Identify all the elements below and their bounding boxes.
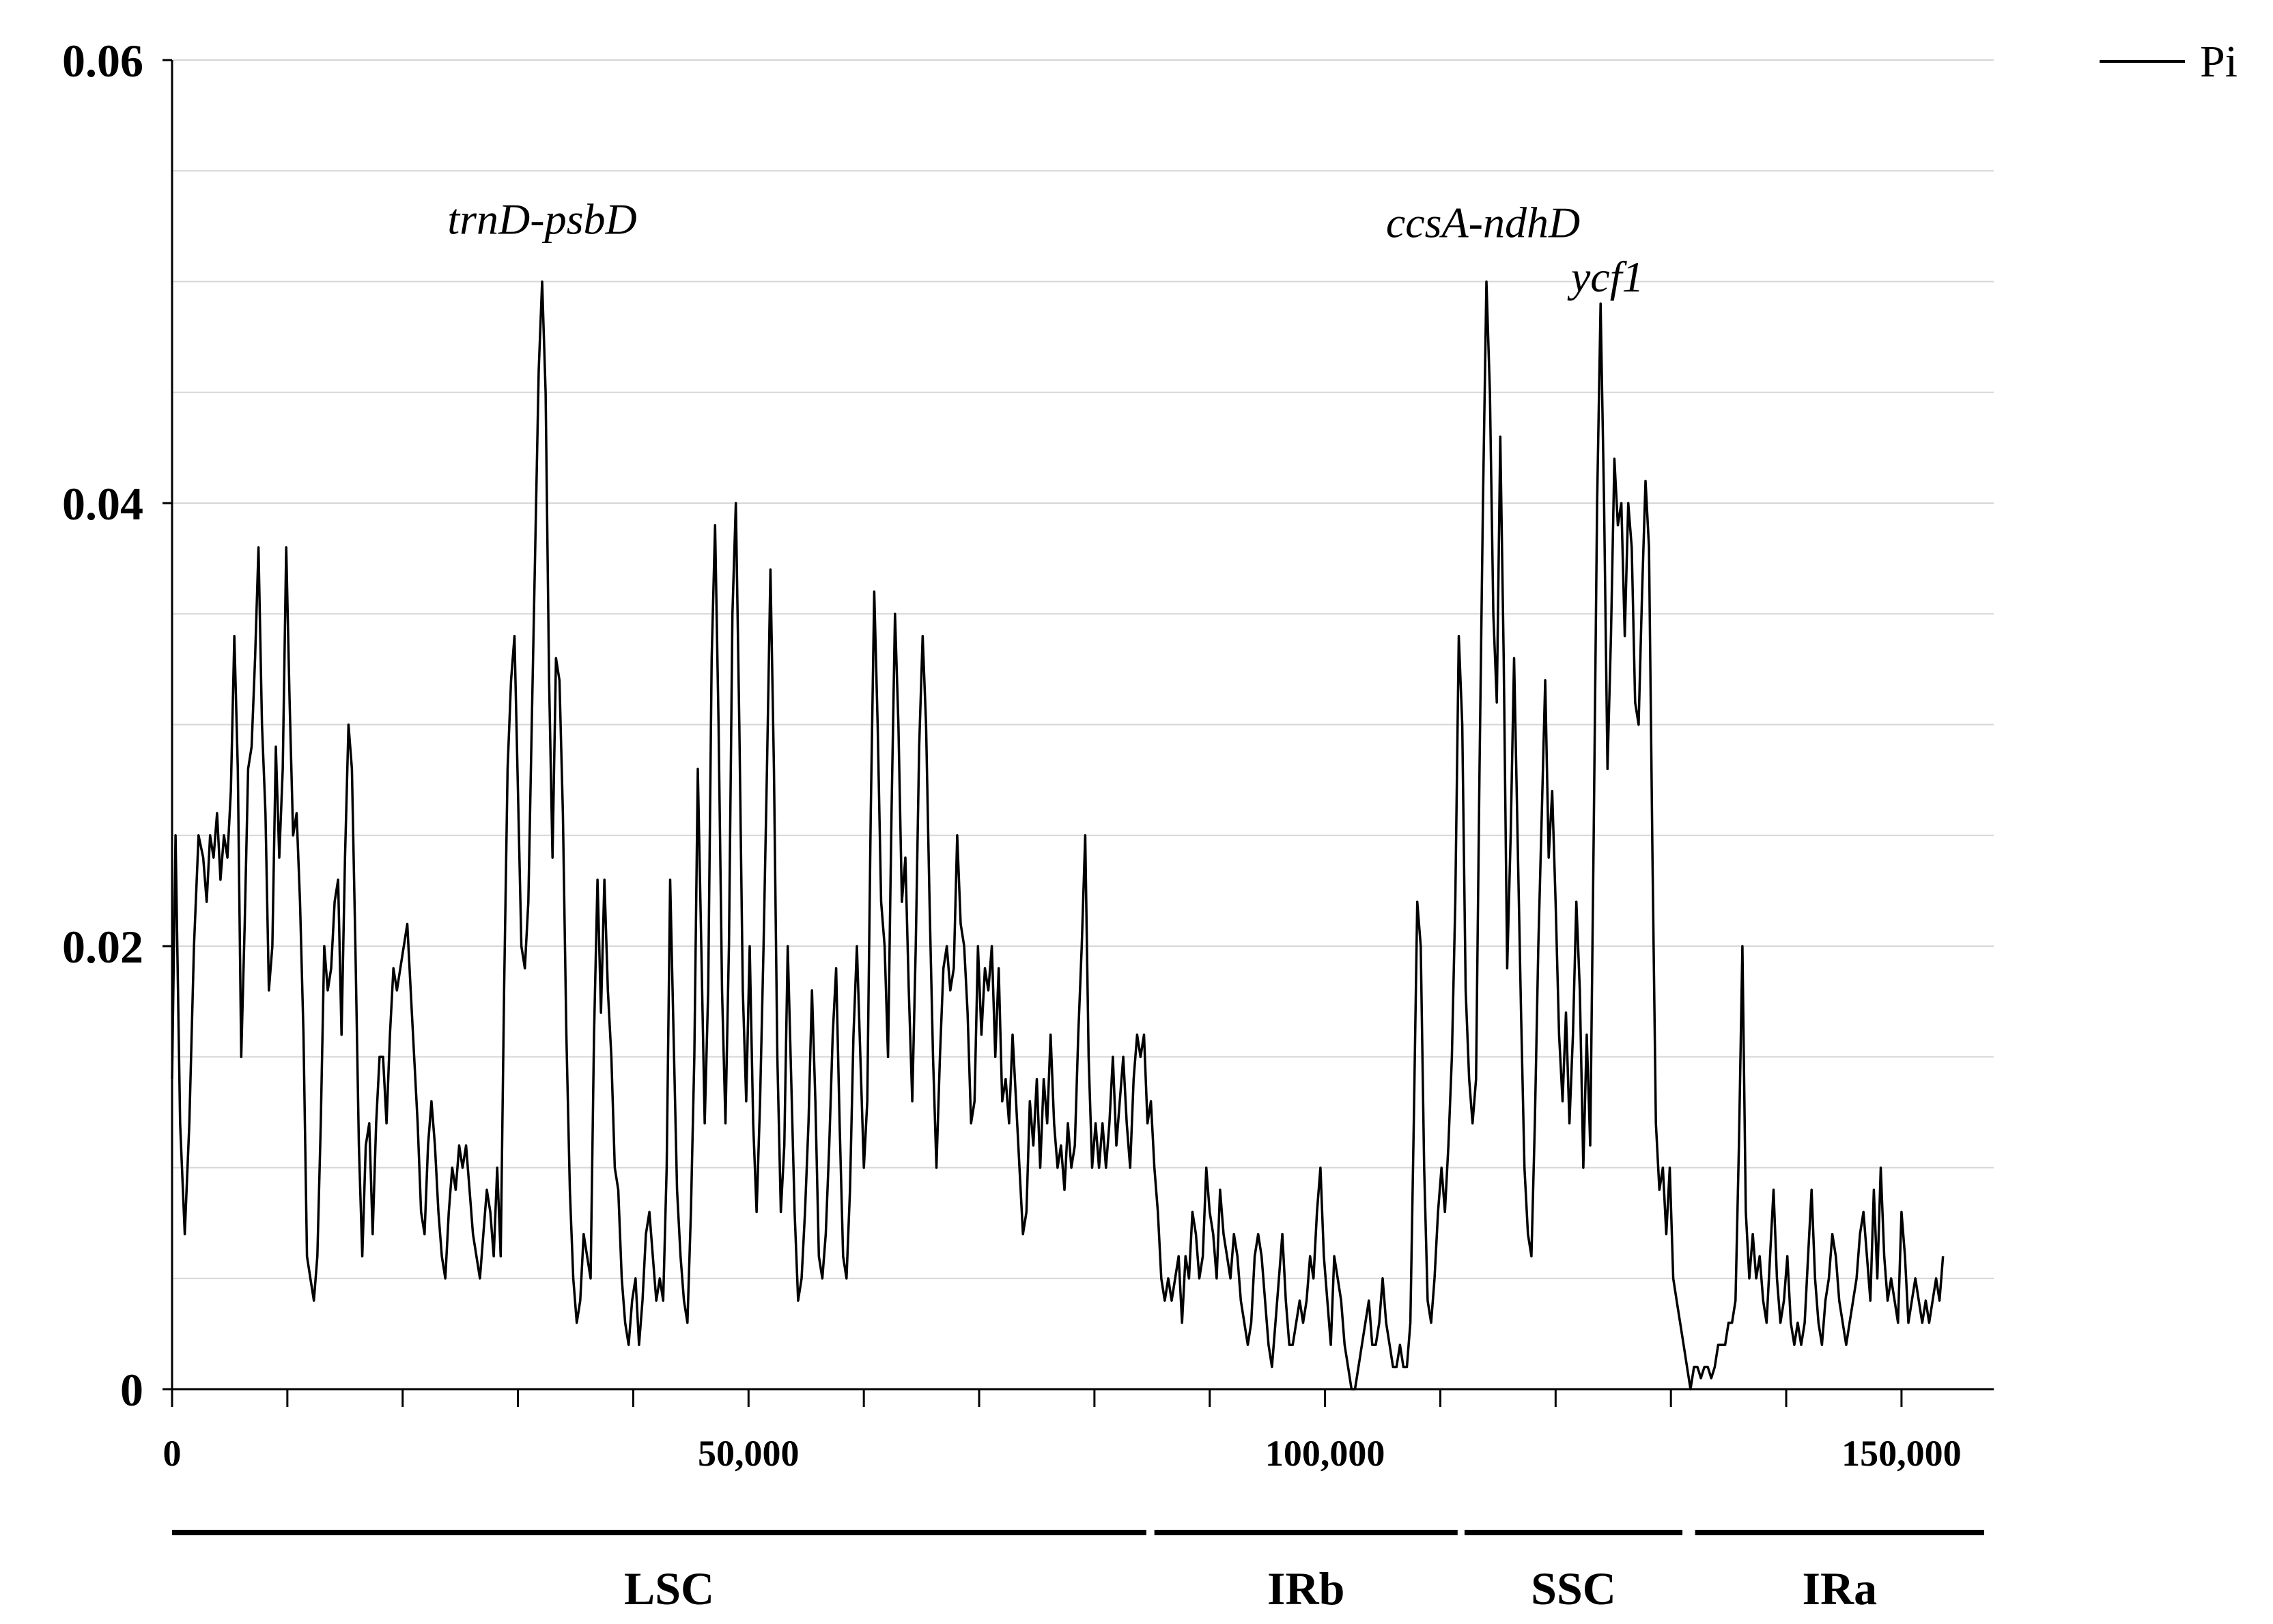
y-tick-label: 0.04 (62, 478, 143, 530)
series-line-pi (171, 280, 1945, 1391)
region-label: IRa (1803, 1563, 1878, 1614)
grid-lines (172, 59, 1994, 1279)
x-tick-label: 150,000 (1841, 1433, 1962, 1474)
region-label: SSC (1531, 1563, 1616, 1614)
x-tick-label: 100,000 (1265, 1433, 1385, 1474)
region-label: IRb (1267, 1563, 1344, 1614)
x-axis-ticks: 0 50,000 100,000 150,000 (163, 1389, 1962, 1474)
y-axis-ticks: 0 0.02 0.04 0.06 (62, 35, 172, 1416)
y-tick-label: 0 (120, 1364, 143, 1416)
y-tick-label: 0.02 (62, 921, 143, 973)
x-tick-label: 50,000 (698, 1433, 800, 1474)
y-tick-label: 0.06 (62, 35, 143, 87)
region-label: LSC (624, 1563, 714, 1614)
series-layer (171, 280, 1945, 1391)
x-tick-label: 0 (163, 1433, 182, 1474)
legend: Pi (2100, 37, 2237, 87)
legend-label-pi: Pi (2200, 37, 2237, 87)
genome-regions: LSC IRb SSC IRa (172, 1530, 1984, 1614)
annotations: trnD-psbD ccsA-ndhD ycf1 (447, 195, 1643, 301)
peak-annotation: trnD-psbD (447, 195, 636, 244)
peak-annotation: ccsA-ndhD (1386, 199, 1580, 247)
peak-annotation: ycf1 (1567, 253, 1644, 301)
